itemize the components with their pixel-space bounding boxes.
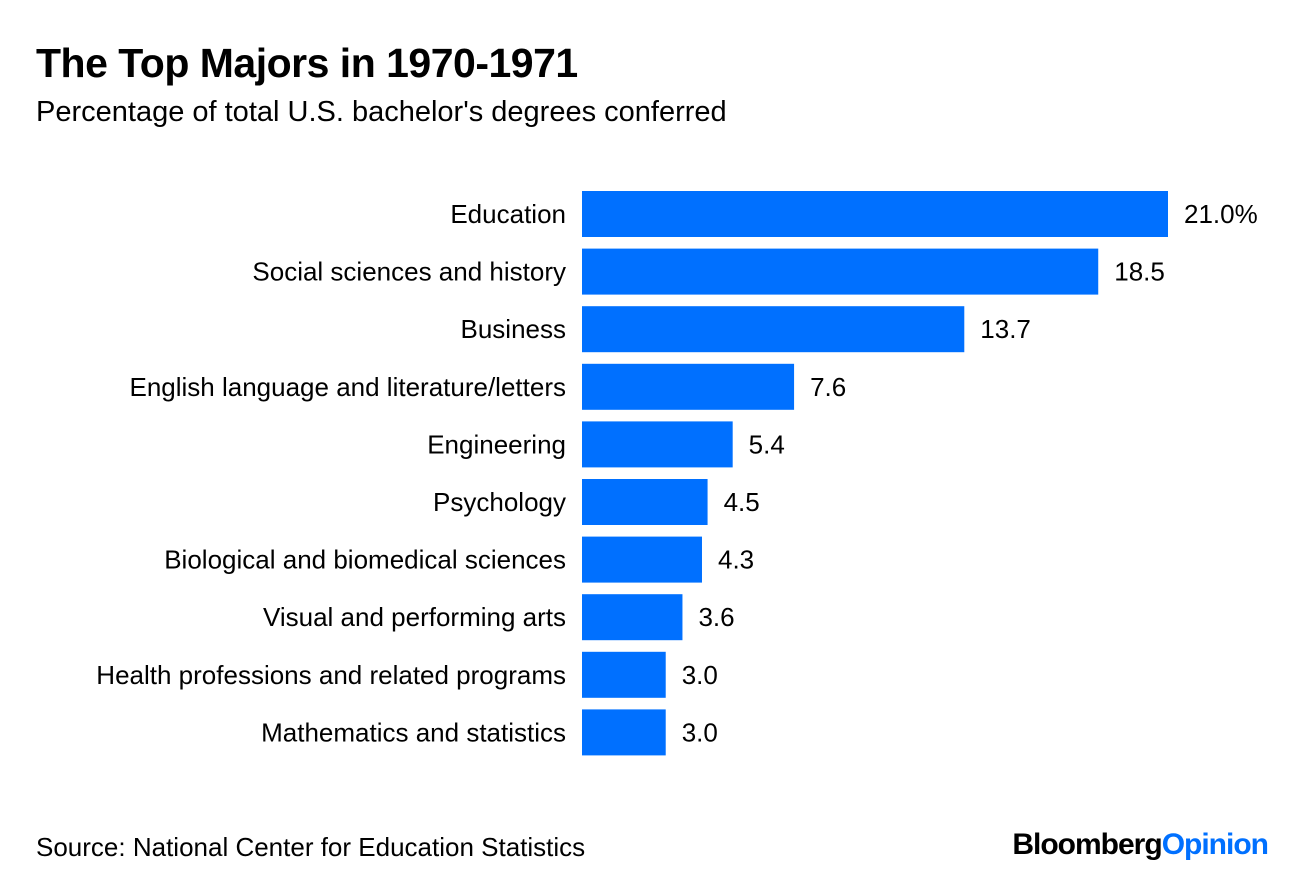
bar	[582, 421, 733, 468]
value-label: 3.6	[698, 602, 734, 632]
category-label: Health professions and related programs	[96, 660, 566, 690]
chart-subtitle: Percentage of total U.S. bachelor's degr…	[36, 96, 727, 128]
bar	[582, 651, 666, 698]
bar	[582, 594, 683, 641]
bar	[582, 536, 702, 583]
value-label: 18.5	[1114, 257, 1165, 287]
bloomberg-opinion-logo: BloombergOpinion	[1012, 828, 1269, 861]
category-label: Social sciences and history	[252, 257, 566, 287]
source-note: Source: National Center for Education St…	[36, 832, 586, 862]
chart-title: The Top Majors in 1970-1971	[36, 40, 578, 86]
bar	[582, 191, 1168, 237]
bar	[582, 709, 666, 756]
category-label: Business	[461, 314, 567, 344]
bar	[582, 479, 708, 525]
value-label: 4.3	[718, 545, 754, 575]
value-label: 13.7	[980, 314, 1031, 344]
value-label: 3.0	[682, 660, 718, 690]
value-label: 7.6	[810, 372, 846, 402]
category-label: English language and literature/letters	[129, 372, 566, 402]
bar	[582, 306, 965, 353]
value-label: 3.0	[682, 717, 718, 747]
value-label: 21.0%	[1184, 199, 1258, 229]
category-label: Psychology	[433, 487, 566, 517]
value-label: 5.4	[749, 429, 785, 459]
bar	[582, 248, 1099, 295]
category-label: Education	[450, 199, 566, 229]
category-label: Biological and biomedical sciences	[164, 545, 566, 575]
category-label: Visual and performing arts	[263, 602, 566, 632]
value-label: 4.5	[724, 487, 760, 517]
category-label: Engineering	[427, 429, 566, 459]
bar	[582, 363, 795, 410]
category-label: Mathematics and statistics	[261, 717, 566, 747]
